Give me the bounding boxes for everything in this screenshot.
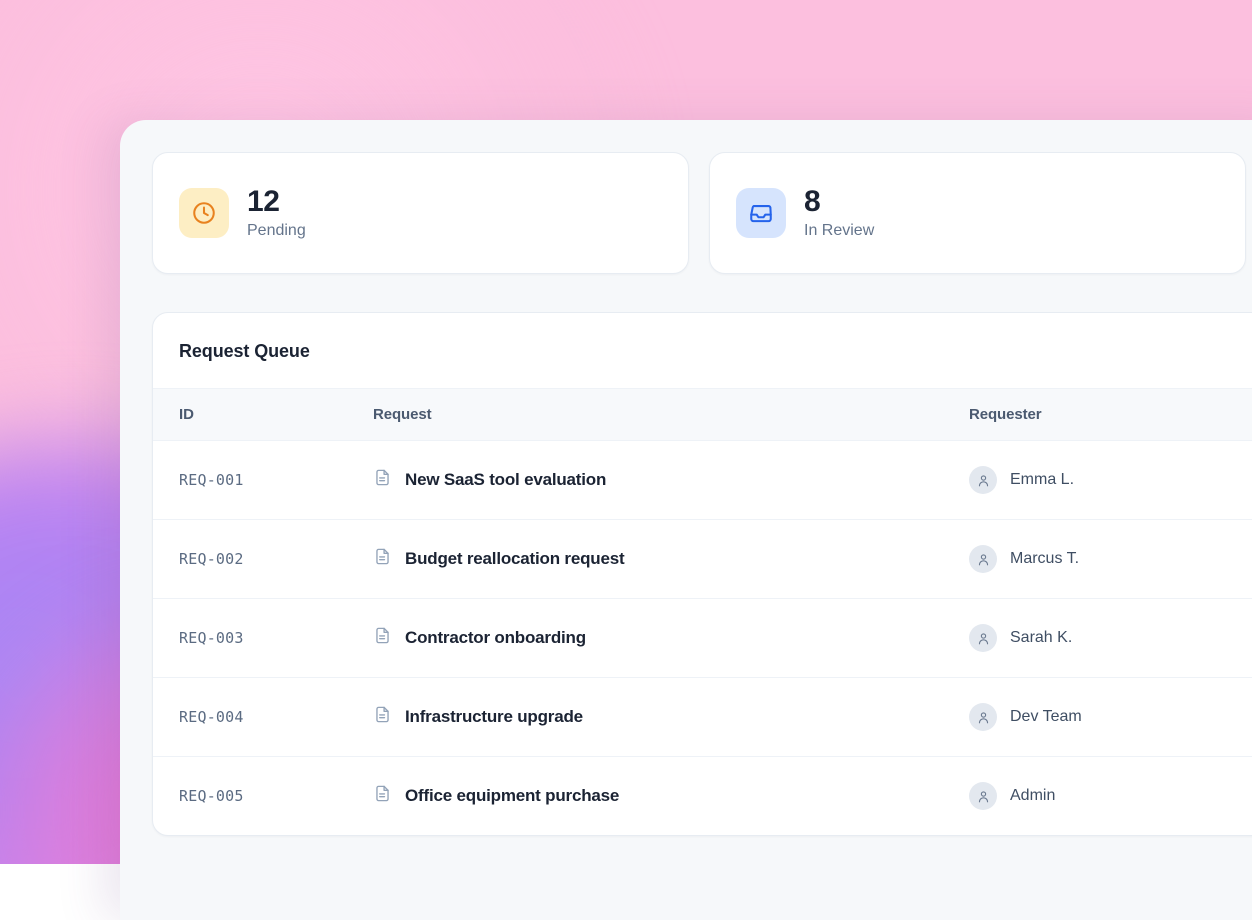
stat-value-pending: 12 xyxy=(247,186,306,218)
request-title: New SaaS tool evaluation xyxy=(405,470,606,490)
document-icon xyxy=(373,468,392,492)
cell-request: Office equipment purchase xyxy=(373,757,969,836)
request-queue-card: Request Queue ID Request Requester REQ-0… xyxy=(152,312,1252,836)
cell-id: REQ-003 xyxy=(153,599,373,678)
cell-requester: Sarah K. xyxy=(969,599,1252,678)
stat-label-in-review: In Review xyxy=(804,221,874,240)
table-row[interactable]: REQ-002 Budget realloc xyxy=(153,520,1252,599)
stats-row: 12 Pending 8 In Review xyxy=(152,152,1252,274)
table-row[interactable]: REQ-005 Office equipme xyxy=(153,757,1252,836)
avatar xyxy=(969,624,997,652)
request-queue-table: ID Request Requester REQ-001 xyxy=(153,388,1252,835)
table-header-row: ID Request Requester xyxy=(153,389,1252,441)
requester-name: Dev Team xyxy=(1010,708,1082,726)
request-title: Budget reallocation request xyxy=(405,549,624,569)
cell-requester: Emma L. xyxy=(969,441,1252,520)
document-icon xyxy=(373,705,392,729)
app-panel: 12 Pending 8 In Review Request Queue ID xyxy=(120,120,1252,920)
document-icon xyxy=(373,547,392,571)
column-header-requester[interactable]: Requester xyxy=(969,389,1252,441)
stat-card-in-review[interactable]: 8 In Review xyxy=(709,152,1246,274)
cell-requester: Admin xyxy=(969,757,1252,836)
requester-name: Admin xyxy=(1010,787,1055,805)
column-header-id[interactable]: ID xyxy=(153,389,373,441)
table-row[interactable]: REQ-004 Infrastructure xyxy=(153,678,1252,757)
inbox-icon xyxy=(736,188,786,238)
requester-name: Marcus T. xyxy=(1010,550,1079,568)
cell-id: REQ-002 xyxy=(153,520,373,599)
document-icon xyxy=(373,784,392,808)
stat-card-pending[interactable]: 12 Pending xyxy=(152,152,689,274)
request-title: Contractor onboarding xyxy=(405,628,586,648)
requester-name: Emma L. xyxy=(1010,471,1074,489)
cell-requester: Marcus T. xyxy=(969,520,1252,599)
document-icon xyxy=(373,626,392,650)
column-header-request[interactable]: Request xyxy=(373,389,969,441)
clock-icon xyxy=(179,188,229,238)
avatar xyxy=(969,466,997,494)
cell-id: REQ-001 xyxy=(153,441,373,520)
request-title: Infrastructure upgrade xyxy=(405,707,583,727)
stat-text-pending: 12 Pending xyxy=(247,186,306,240)
stat-value-in-review: 8 xyxy=(804,186,874,218)
cell-id: REQ-004 xyxy=(153,678,373,757)
avatar xyxy=(969,703,997,731)
cell-requester: Dev Team xyxy=(969,678,1252,757)
cell-request: Contractor onboarding xyxy=(373,599,969,678)
queue-title: Request Queue xyxy=(153,313,1252,388)
requester-name: Sarah K. xyxy=(1010,629,1072,647)
request-title: Office equipment purchase xyxy=(405,786,619,806)
avatar xyxy=(969,545,997,573)
table-body: REQ-001 New SaaS tool xyxy=(153,441,1252,836)
stat-label-pending: Pending xyxy=(247,221,306,240)
cell-request: New SaaS tool evaluation xyxy=(373,441,969,520)
cell-request: Infrastructure upgrade xyxy=(373,678,969,757)
cell-request: Budget reallocation request xyxy=(373,520,969,599)
avatar xyxy=(969,782,997,810)
stat-text-in-review: 8 In Review xyxy=(804,186,874,240)
table-row[interactable]: REQ-001 New SaaS tool xyxy=(153,441,1252,520)
cell-id: REQ-005 xyxy=(153,757,373,836)
table-row[interactable]: REQ-003 Contractor onb xyxy=(153,599,1252,678)
table-head: ID Request Requester xyxy=(153,389,1252,441)
